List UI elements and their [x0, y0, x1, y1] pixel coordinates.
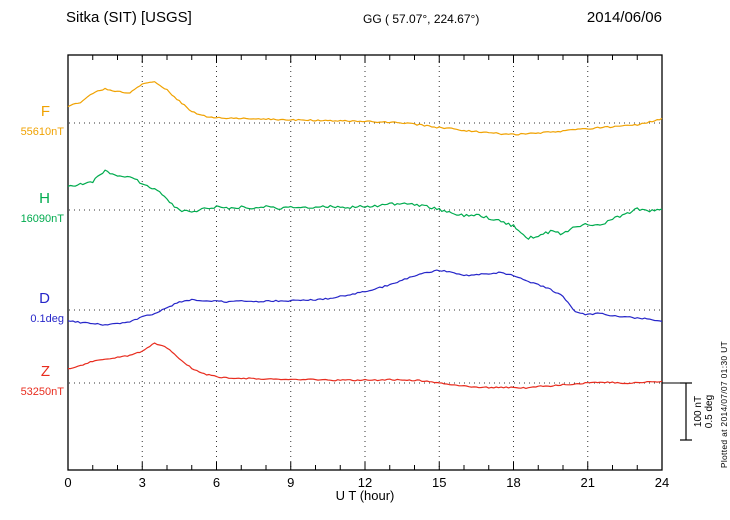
plot-frame — [67, 54, 663, 471]
trace-F — [67, 81, 663, 136]
x-tick-label: 15 — [432, 475, 446, 490]
channel-letter-Z: Z — [41, 363, 50, 380]
x-tick-label: 3 — [139, 475, 146, 490]
scale-label-nt: 100 nT — [693, 396, 704, 427]
channel-letter-D: D — [39, 290, 50, 307]
x-tick-label: 24 — [655, 475, 669, 490]
x-tick-label: 21 — [581, 475, 595, 490]
channel-baseline-label-H: 16090nT — [21, 213, 65, 225]
gg-coordinates: GG ( 57.07°, 224.67°) — [363, 12, 480, 26]
channel-letter-H: H — [39, 190, 50, 207]
x-tick-label: 18 — [506, 475, 520, 490]
x-tick-label: 0 — [64, 475, 71, 490]
station-title: Sitka (SIT) [USGS] — [66, 9, 192, 26]
trace-D — [67, 269, 663, 326]
trace-H — [67, 169, 663, 240]
x-tick-label: 6 — [213, 475, 220, 490]
x-tick-label: 12 — [358, 475, 372, 490]
channel-letter-F: F — [41, 103, 50, 120]
trace-Z — [68, 342, 663, 389]
date-label: 2014/06/06 — [586, 9, 662, 26]
channel-baseline-label-Z: 53250nT — [21, 386, 65, 398]
x-tick-label: 9 — [287, 475, 294, 490]
plotted-at-note: Plotted at 2014/07/07 01:30 UT — [719, 340, 729, 468]
channel-baseline-label-D: 0.1deg — [30, 313, 64, 325]
x-axis-title: U T (hour) — [335, 488, 395, 503]
scale-label-deg: 0.5 deg — [704, 395, 715, 428]
channel-baseline-label-F: 55610nT — [21, 126, 65, 138]
